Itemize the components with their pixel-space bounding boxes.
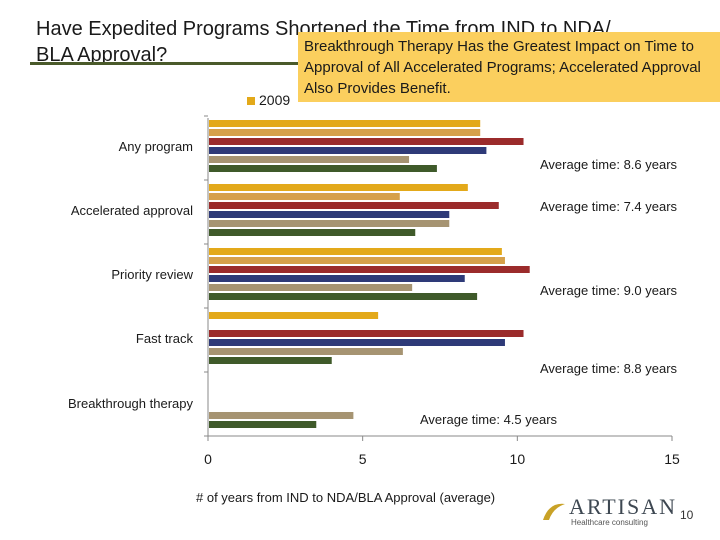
bar — [209, 357, 332, 364]
bar — [209, 330, 524, 337]
x-tick-label: 15 — [664, 451, 680, 467]
chart-legend: 2009 — [247, 92, 290, 108]
bar — [209, 339, 505, 346]
average-time-annotation: Average time: 7.4 years — [540, 199, 678, 214]
bar — [209, 275, 465, 282]
bar — [209, 138, 524, 145]
category-label: Breakthrough therapy — [68, 396, 194, 411]
bar — [209, 129, 481, 136]
bar — [209, 312, 379, 319]
logo-name: ARTISAN — [569, 494, 678, 519]
average-time-annotation: Average time: 8.6 years — [540, 157, 678, 172]
bar — [209, 220, 450, 227]
bar — [209, 193, 400, 200]
title-line-2: BLA Approval? — [36, 44, 168, 66]
bar — [209, 211, 450, 218]
bar — [209, 248, 502, 255]
bar — [209, 348, 403, 355]
average-time-annotation: Average time: 8.8 years — [540, 361, 678, 376]
legend-label-2009: 2009 — [259, 92, 291, 108]
bar — [209, 266, 530, 273]
bar — [209, 229, 416, 236]
category-label: Any program — [119, 139, 193, 154]
artisan-logo: ARTISAN Healthcare consulting — [541, 494, 675, 527]
bar — [209, 147, 487, 154]
category-label: Accelerated approval — [71, 203, 193, 218]
bar — [209, 202, 499, 209]
bar — [209, 293, 478, 300]
bar — [209, 184, 468, 191]
category-label: Fast track — [136, 331, 194, 346]
bar — [209, 165, 437, 172]
legend-swatch-2009 — [247, 97, 255, 106]
bar — [209, 257, 505, 264]
bar — [209, 421, 317, 428]
callout-box: Breakthrough Therapy Has the Greatest Im… — [298, 32, 720, 102]
logo-tagline: Healthcare consulting — [571, 518, 648, 527]
bar — [209, 120, 481, 127]
x-tick-label: 10 — [510, 451, 526, 467]
average-time-annotation: Average time: 9.0 years — [540, 283, 678, 298]
category-label: Priority review — [111, 267, 193, 282]
bar — [209, 156, 410, 163]
x-axis-label: # of years from IND to NDA/BLA Approval … — [196, 490, 496, 505]
bar — [209, 284, 413, 291]
x-tick-label: 5 — [359, 451, 367, 467]
logo-mark-icon — [543, 503, 565, 520]
bar — [209, 412, 354, 419]
average-time-annotation: Average time: 4.5 years — [420, 412, 558, 427]
x-tick-label: 0 — [204, 451, 212, 467]
page-number: 10 — [680, 508, 694, 522]
